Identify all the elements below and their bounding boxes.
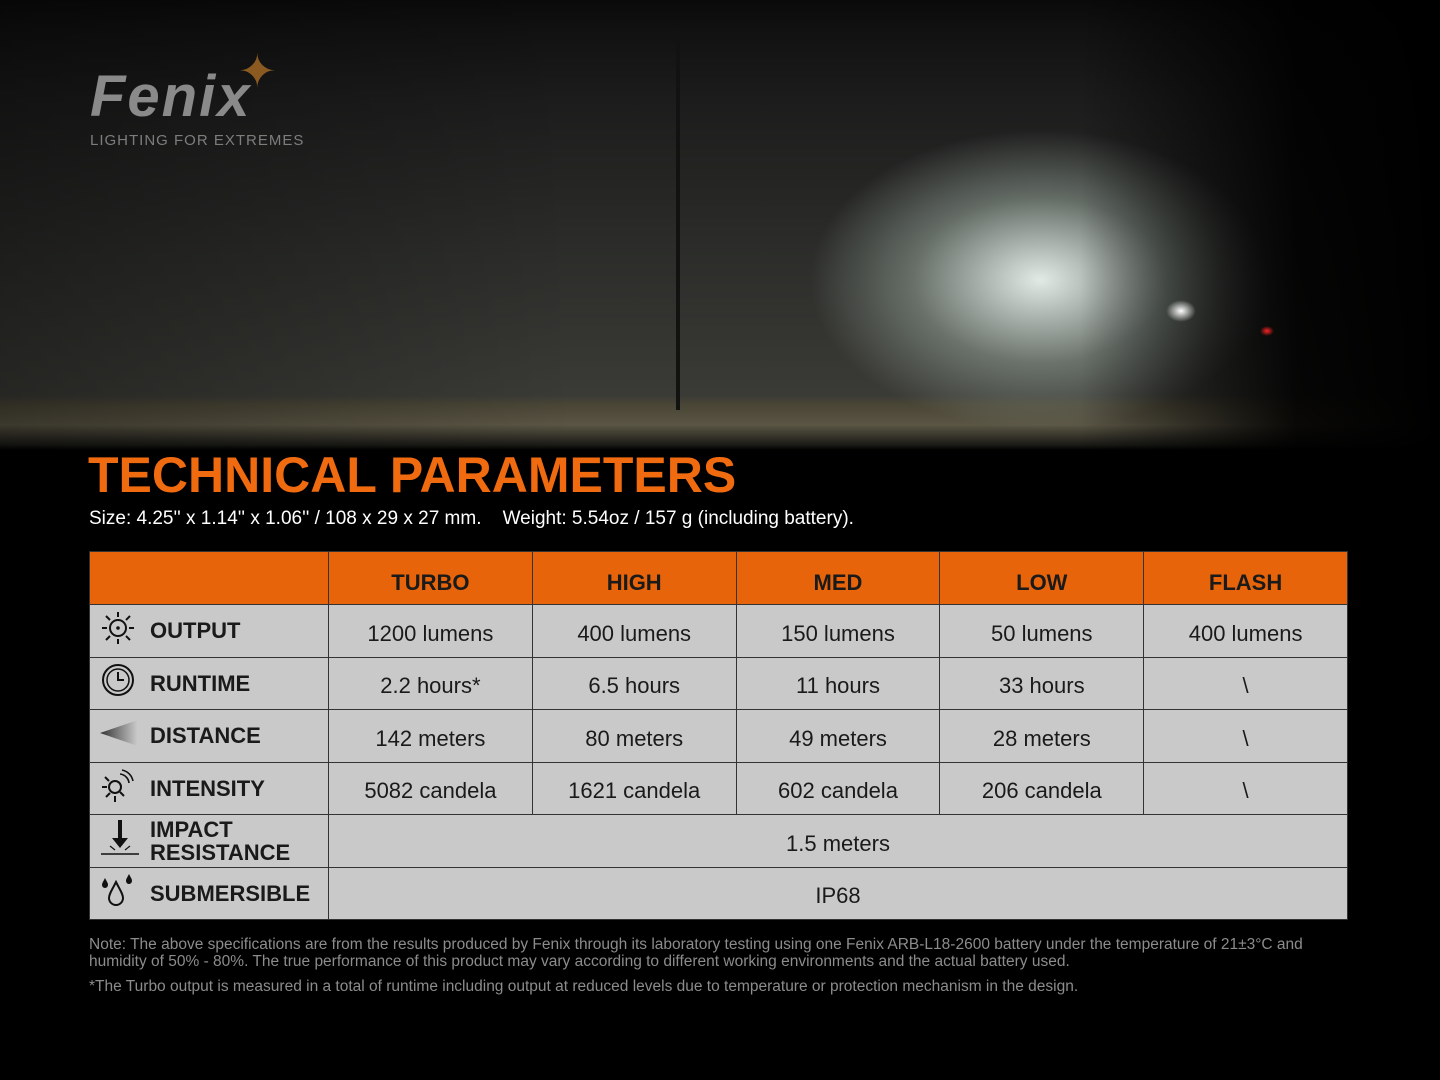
water-drop-icon — [100, 872, 136, 914]
table-row: DISTANCE 142 meters 80 meters 49 meters 28 m… — [89, 709, 1348, 763]
cell-value: 50 lumens — [939, 604, 1145, 658]
impact-icon — [100, 818, 139, 864]
table-row: SUBMERSIBLE IP68 — [89, 866, 1348, 920]
logo-tagline: LIGHTING FOR EXTREMES — [90, 132, 305, 149]
cell-value: 1200 lumens — [328, 604, 533, 658]
cell-value: \ — [1143, 709, 1348, 763]
row-label-text: IMPACT RESISTANCE — [150, 816, 291, 865]
hero-photo — [0, 0, 1440, 450]
cell-value: 400 lumens — [531, 604, 737, 658]
row-label: DISTANCE — [89, 709, 329, 763]
bike-headlight — [1166, 300, 1196, 322]
cell-value: 11 hours — [735, 656, 941, 710]
beam-icon — [100, 718, 138, 754]
star-icon: ✦ — [238, 45, 277, 97]
row-label-text: RUNTIME — [150, 670, 251, 696]
cell-value: 1621 candela — [531, 761, 737, 815]
size-weight: Size: 4.25'' x 1.14'' x 1.06'' / 108 x 2… — [89, 508, 854, 529]
cell-value: 28 meters — [939, 709, 1145, 763]
cell-value: 602 candela — [735, 761, 941, 815]
column-header — [89, 551, 329, 605]
row-label: INTENSITY — [89, 761, 329, 815]
row-label: SUBMERSIBLE — [89, 866, 329, 920]
row-label-text: INTENSITY — [150, 775, 265, 801]
cell-value: 400 lumens — [1143, 604, 1348, 658]
cell-value: 33 hours — [939, 656, 1145, 710]
clock-icon — [100, 663, 136, 703]
intensity-icon — [100, 767, 136, 809]
column-header-high: HIGH — [531, 551, 737, 605]
column-header-low: LOW — [939, 551, 1145, 605]
row-label-text: OUTPUT — [150, 618, 241, 644]
table-row: IMPACT RESISTANCE 1.5 meters — [89, 814, 1348, 868]
row-label-text: DISTANCE — [150, 723, 261, 749]
spec-table: TURBO HIGH MED LOW FLASH OUTPUT 1200 lumens 40… — [89, 551, 1348, 920]
cell-value: 142 meters — [328, 709, 533, 763]
row-label: OUTPUT — [89, 604, 329, 658]
row-label: RUNTIME — [89, 656, 329, 710]
column-header-flash: FLASH — [1143, 551, 1348, 605]
row-label: IMPACT RESISTANCE — [89, 814, 329, 868]
turbo-footnote: *The Turbo output is measured in a total… — [89, 978, 1079, 995]
note-text: Note: The above specifications are from … — [89, 936, 1303, 970]
sun-icon — [100, 611, 136, 651]
table-row: INTENSITY 5082 candela 1621 candela 602 can… — [89, 761, 1348, 815]
cell-value: 80 meters — [531, 709, 737, 763]
table-row: OUTPUT 1200 lumens 400 lumens 150 lumens 50 … — [89, 604, 1348, 658]
column-header-med: MED — [735, 551, 941, 605]
cell-value: 49 meters — [735, 709, 941, 763]
logo-word: Fenix — [90, 64, 252, 129]
cell-value: 2.2 hours* — [328, 656, 533, 710]
cell-value: 150 lumens — [735, 604, 941, 658]
table-row: RUNTIME 2.2 hours* 6.5 hours 11 hours 33 hou… — [89, 656, 1348, 710]
table-header: TURBO HIGH MED LOW FLASH — [89, 551, 1348, 605]
wall-seam — [676, 30, 680, 410]
cell-value: 6.5 hours — [531, 656, 737, 710]
bike-taillight — [1260, 326, 1274, 336]
cell-value: \ — [1143, 761, 1348, 815]
cell-value: \ — [1143, 656, 1348, 710]
cell-value: IP68 — [328, 866, 1348, 920]
fenix-logo: ✦ Fenix LIGHTING FOR EXTREMES — [90, 44, 304, 149]
column-header-turbo: TURBO — [328, 551, 533, 605]
page-title: TECHNICAL PARAMETERS — [88, 447, 737, 503]
row-label-text: SUBMERSIBLE — [150, 880, 311, 906]
cell-value: 1.5 meters — [328, 814, 1348, 868]
cell-value: 5082 candela — [328, 761, 533, 815]
cell-value: 206 candela — [939, 761, 1145, 815]
